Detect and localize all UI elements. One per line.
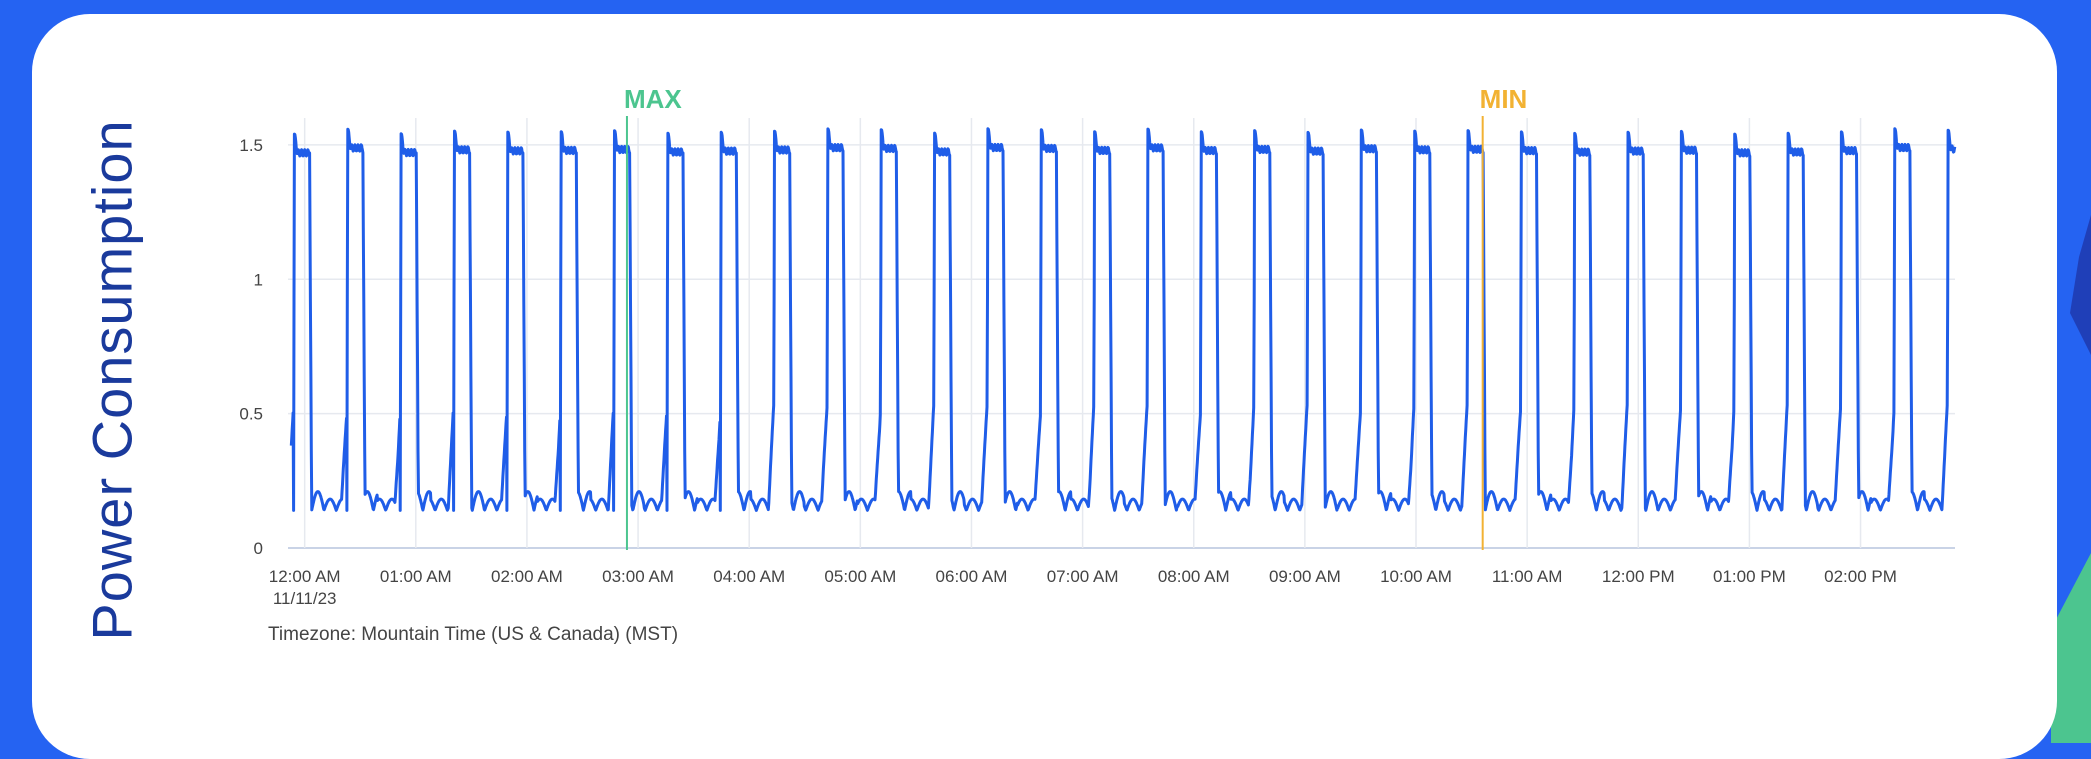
x-tick-label: 06:00 AM — [936, 567, 1008, 586]
x-tick-label: 01:00 AM — [380, 567, 452, 586]
x-tick-label: 03:00 AM — [602, 567, 674, 586]
x-tick-label: 10:00 AM — [1380, 567, 1452, 586]
marker-label-min: MIN — [1480, 84, 1528, 114]
x-tick-label: 01:00 PM — [1713, 567, 1786, 586]
y-tick-label: 0.5 — [239, 405, 263, 424]
y-tick-label: 1 — [254, 270, 263, 289]
x-tick-label: 12:00 AM — [269, 567, 341, 586]
power-consumption-chart: 1.5 1 0.5 0 12:00 AM 01:00 AM 02:00 AM 03:00 AM… — [239, 84, 1957, 645]
x-tick-label: 12:00 PM — [1602, 567, 1675, 586]
x-tick-label: 11:00 AM — [1492, 567, 1563, 586]
x-tick-label: 08:00 AM — [1158, 567, 1230, 586]
x-tick-label: 02:00 AM — [491, 567, 563, 586]
power-series-line — [289, 127, 1957, 512]
x-date-label: 11/11/23 — [273, 589, 337, 608]
x-tick-label: 09:00 AM — [1269, 567, 1341, 586]
x-tick-label: 02:00 PM — [1824, 567, 1897, 586]
timezone-note: Timezone: Mountain Time (US & Canada) (M… — [268, 624, 678, 645]
y-tick-label: 0 — [254, 539, 263, 558]
chart-card — [32, 14, 2057, 759]
marker-label-max: MAX — [624, 84, 682, 114]
x-tick-label: 05:00 AM — [824, 567, 896, 586]
x-tick-label: 04:00 AM — [713, 567, 785, 586]
y-tick-label: 1.5 — [239, 136, 263, 155]
x-tick-label: 07:00 AM — [1047, 567, 1119, 586]
